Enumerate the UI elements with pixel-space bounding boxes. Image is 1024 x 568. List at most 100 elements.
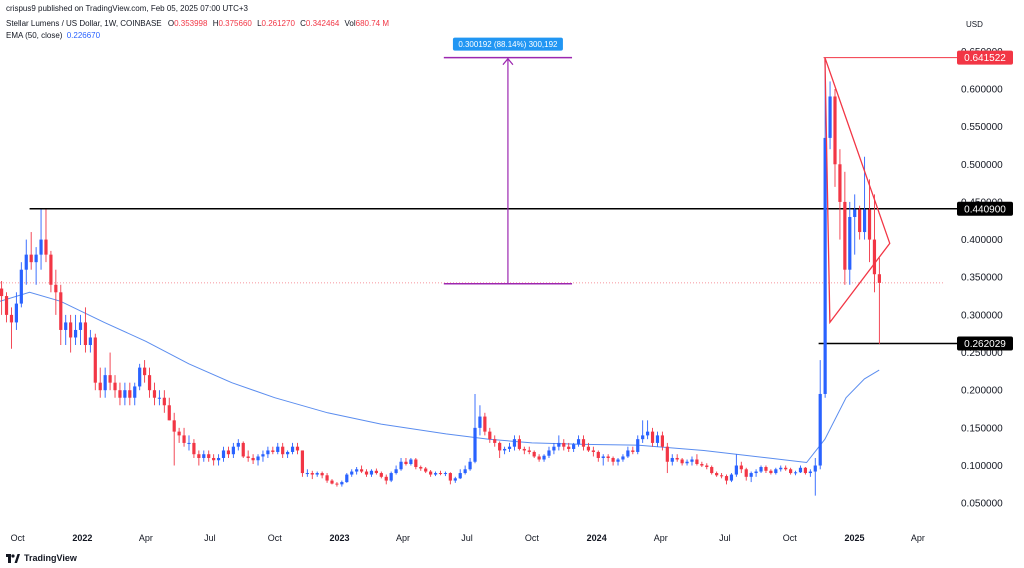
candle-body <box>295 446 300 451</box>
x-tick-label: Apr <box>396 533 410 543</box>
candle-body <box>133 386 137 398</box>
candle-body <box>157 397 162 399</box>
candle-body <box>172 420 176 432</box>
price-badge-bg <box>957 50 1013 65</box>
y-tick-label: 0.400000 <box>961 235 1003 246</box>
candle-body <box>39 239 43 255</box>
candle-body <box>389 473 393 481</box>
y-tick-label: 0.550000 <box>961 122 1003 133</box>
high-label: H <box>212 19 219 28</box>
x-tick-label: 2024 <box>587 533 607 543</box>
symbol-legend[interactable]: Stellar Lumens / US Dollar, 1W, COINBASE… <box>6 19 389 28</box>
candle-body <box>419 467 423 469</box>
ema-label[interactable]: EMA (50, close) <box>6 31 63 40</box>
candle-body <box>364 471 369 475</box>
candle-body <box>586 446 591 451</box>
x-tick-label: Oct <box>525 533 540 543</box>
price-badge-bg <box>957 201 1013 216</box>
candle-body <box>44 239 48 255</box>
candle-body <box>784 467 788 470</box>
candle-body <box>729 474 734 481</box>
candle-body <box>241 442 245 457</box>
y-tick-label: 0.350000 <box>961 273 1003 284</box>
candle-body <box>69 322 73 338</box>
candle-body <box>108 375 112 383</box>
candle-body <box>261 454 265 457</box>
candle-body <box>675 457 679 460</box>
price-badge-bg <box>957 336 1013 351</box>
candle-body <box>517 439 521 449</box>
candle-body <box>369 470 374 475</box>
candle-body <box>562 442 566 447</box>
low-value: 0.261270 <box>261 19 295 28</box>
candle-body <box>458 473 462 479</box>
candle-body <box>734 465 738 475</box>
candle-body <box>685 461 689 464</box>
tradingview-logo[interactable]: TradingView <box>6 553 77 563</box>
candle-body <box>251 457 255 461</box>
candle-body <box>739 465 743 470</box>
candle-body <box>34 254 38 263</box>
x-tick-label: Apr <box>654 533 668 543</box>
candle-body <box>24 254 28 270</box>
open-value: 0.353998 <box>174 19 208 28</box>
candle-body <box>438 473 443 475</box>
candle-body <box>621 456 625 460</box>
candle-body <box>547 450 551 456</box>
candle-body <box>429 471 433 475</box>
ema-layer <box>0 291 880 464</box>
symbol-title[interactable]: Stellar Lumens / US Dollar, 1W, COINBASE <box>6 19 162 28</box>
candle-body <box>813 465 817 472</box>
candle-body <box>236 442 240 447</box>
candle-body <box>660 435 664 447</box>
candle-body <box>448 473 452 481</box>
candle-body <box>256 456 260 461</box>
candle-body <box>123 390 127 398</box>
candle-body <box>793 472 798 474</box>
currency-label[interactable]: USD <box>966 20 983 29</box>
candle-body <box>601 456 605 458</box>
candle-body <box>394 469 398 474</box>
candle-body <box>325 475 329 481</box>
candle-body <box>399 461 403 470</box>
candle-body <box>246 456 250 458</box>
y-axis: 0.050000 0.100000 0.150000 0.200000 0.250000… <box>961 47 1003 510</box>
candle-body <box>596 451 600 458</box>
candle-body <box>507 446 512 449</box>
candle-body <box>192 442 196 455</box>
x-tick-label: Jul <box>719 533 731 543</box>
ema-legend[interactable]: EMA (50, close) 0.226670 <box>6 31 100 40</box>
candle-body <box>853 209 857 217</box>
x-tick-label: 2025 <box>845 533 865 543</box>
candle-body <box>340 482 344 485</box>
candle-body <box>64 322 68 330</box>
candle-body <box>300 450 305 474</box>
y-tick-label: 0.150000 <box>961 423 1003 434</box>
candle-body <box>4 296 9 315</box>
candle-body <box>286 451 290 455</box>
candle-body <box>231 446 235 455</box>
candle-body <box>345 474 349 483</box>
candle-body <box>715 473 719 476</box>
candle-body <box>542 455 546 460</box>
candle-body <box>483 416 487 432</box>
candle-body <box>19 269 23 304</box>
y-tick-label: 0.250000 <box>961 348 1003 359</box>
candle-body <box>680 459 684 464</box>
candle-body <box>838 164 842 202</box>
candle-body <box>670 457 674 462</box>
candle-body <box>537 456 541 460</box>
candle-body <box>453 478 457 481</box>
candle-body <box>690 459 694 462</box>
candle-body <box>468 461 472 470</box>
candle-body <box>641 435 645 440</box>
candle-body <box>710 467 714 474</box>
candle-body <box>719 475 724 477</box>
x-tick-label: Jul <box>204 533 216 543</box>
x-tick-label: Oct <box>783 533 798 543</box>
candle-body <box>59 292 63 330</box>
candle-body <box>754 471 758 474</box>
candle-body <box>700 464 704 466</box>
volume-label: Vol <box>344 19 356 28</box>
